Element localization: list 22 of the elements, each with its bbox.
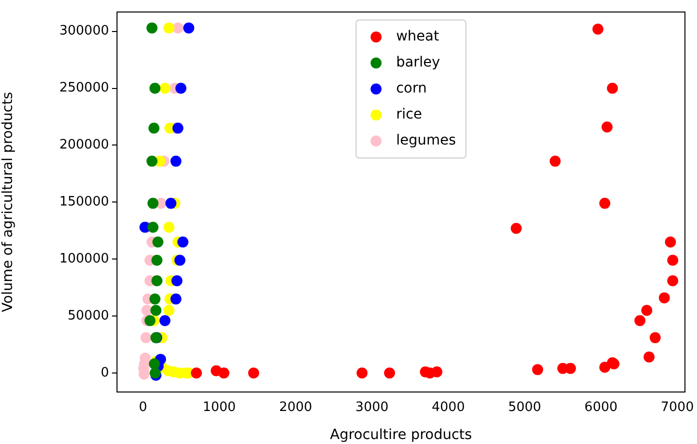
x-tick-label: 3000 [355, 400, 389, 416]
legend-label: legumes [396, 132, 456, 149]
x-tick-label: 7000 [660, 400, 694, 416]
legend-label: corn [396, 80, 427, 97]
x-tick-label: 0 [138, 400, 148, 416]
legend-label: wheat [396, 28, 440, 45]
x-tick-label: 1000 [202, 400, 236, 416]
y-tick-label: 0 [100, 365, 109, 380]
y-tick-label: 250000 [59, 80, 109, 96]
x-tick-label: 2000 [279, 400, 312, 416]
legend-label: rice [396, 106, 422, 123]
x-tick-label: 4000 [432, 400, 465, 416]
x-tick-label: 6000 [584, 400, 618, 416]
y-tick-label: 300000 [59, 24, 109, 39]
legend-label: barley [396, 54, 440, 71]
y-tick-label: 150000 [59, 194, 109, 210]
y-tick-label: 50000 [68, 308, 109, 324]
y-axis-title: Volume of agricultural products [0, 92, 16, 312]
y-tick-label: 100000 [59, 251, 109, 266]
y-tick-label: 200000 [59, 138, 109, 153]
x-tick-label: 5000 [508, 400, 542, 416]
x-axis-title: Agrocultire products [330, 427, 472, 444]
